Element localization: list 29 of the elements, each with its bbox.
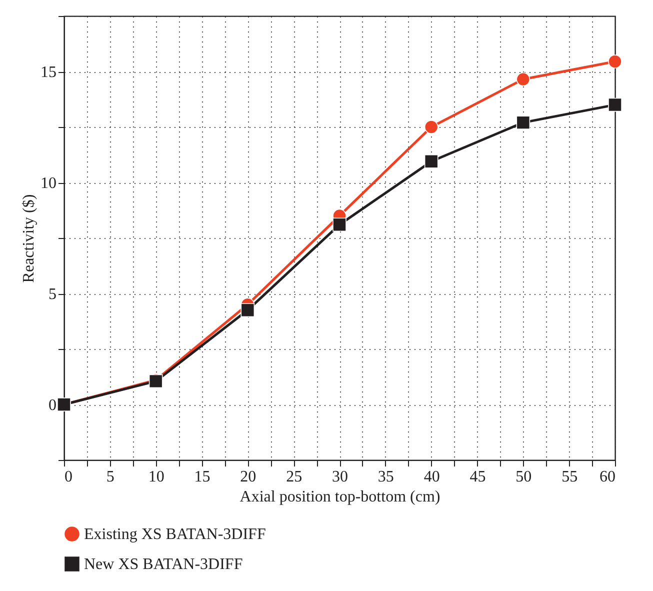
x-tick-label: 40 xyxy=(424,468,440,486)
y-tick-label: 10 xyxy=(40,175,56,192)
point xyxy=(608,54,622,68)
y-tick-label: 5 xyxy=(48,286,56,303)
point xyxy=(424,120,438,134)
y-tick-label: 15 xyxy=(40,64,56,81)
x-tick-label: 5 xyxy=(106,468,114,486)
point xyxy=(424,154,438,168)
y-axis-title: Reactivity ($) xyxy=(20,194,38,283)
point xyxy=(240,303,255,318)
x-tick-label: 15 xyxy=(194,468,210,486)
point xyxy=(516,72,530,86)
x-tick-label: 60 xyxy=(600,468,616,486)
x-tick-label: 45 xyxy=(470,468,486,486)
x-tick-label: 0 xyxy=(64,468,72,486)
y-tick-label: 0 xyxy=(48,397,56,414)
x-tick-label: 20 xyxy=(240,468,256,486)
x-tick-label: 55 xyxy=(562,468,578,486)
point xyxy=(516,116,530,130)
x-tick-label: 50 xyxy=(516,468,532,486)
legend-label: Existing XS BATAN-3DIFF xyxy=(84,526,266,543)
x-tick-label: 35 xyxy=(378,468,394,486)
x-tick-label: 30 xyxy=(332,468,348,486)
point xyxy=(608,98,622,112)
x-tick-label: 25 xyxy=(286,468,302,486)
x-tick-label: 10 xyxy=(148,468,164,486)
x-axis-title: Axial position top-bottom (cm) xyxy=(240,488,440,506)
legend-label: New XS BATAN-3DIFF xyxy=(84,556,243,573)
point xyxy=(332,218,346,232)
